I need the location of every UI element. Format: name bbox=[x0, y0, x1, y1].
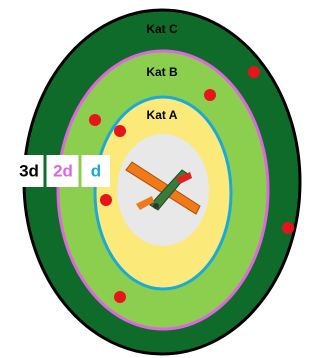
distance-label: d bbox=[91, 161, 101, 180]
zone-label: Kat C bbox=[146, 22, 178, 36]
zone-label: Kat B bbox=[146, 65, 178, 79]
diagram: Kat C Kat B Kat A 3d 2d d bbox=[0, 0, 302, 358]
distance-label: 3d bbox=[19, 161, 39, 180]
distance-label: 2d bbox=[53, 161, 73, 180]
zone-label: Kat A bbox=[147, 108, 178, 122]
